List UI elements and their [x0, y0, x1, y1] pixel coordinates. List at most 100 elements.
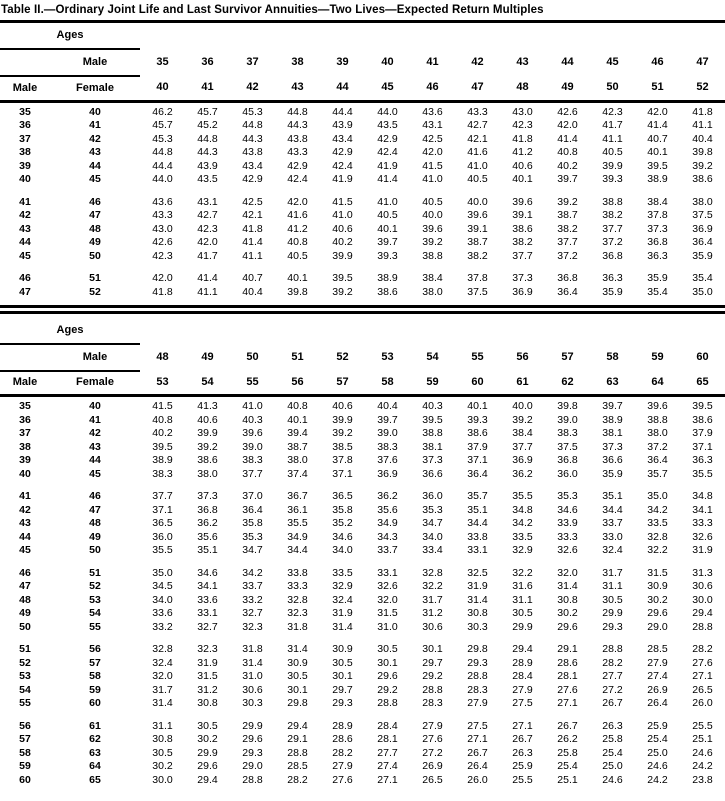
multiple-value: 26.9: [422, 760, 443, 772]
multiple-value: 40.4: [242, 285, 263, 298]
table-row: 50 55 33.2 32.7 32.3 31.8 31.4 31.0 30.6 30.3 29.9…: [0, 620, 725, 634]
multiple-value: 26.0: [692, 697, 713, 709]
multiple-value: 28.1: [377, 733, 398, 745]
multiple-value: 32.8: [647, 530, 668, 543]
multiple-value: 28.2: [332, 746, 353, 759]
female-age-header: 61: [500, 370, 545, 397]
table-row: 44 49 42.6 42.0 41.4 40.8 40.2 39.7 39.2 38.7 38.2…: [0, 236, 725, 250]
multiple-value: 39.6: [242, 427, 263, 439]
multiple-value: 43.9: [332, 119, 353, 131]
table-row: 39 44 44.4 43.9 43.4 42.9 42.4 41.9 41.5 41.0 40.6…: [0, 159, 725, 173]
multiple-value: 33.2: [152, 620, 173, 633]
male-age: 39: [19, 159, 31, 172]
table-row: 41 46 43.6 43.1 42.5 42.0 41.5 41.0 40.5 40.0 39.6…: [0, 195, 725, 209]
table-row: 39 44 38.9 38.6 38.3 38.0 37.8 37.6 37.3 37.1 36.9…: [0, 454, 725, 468]
multiple-value: 38.9: [377, 272, 398, 284]
multiple-value: 40.5: [287, 249, 308, 262]
multiple-value: 38.6: [692, 413, 713, 426]
female-age: 40: [89, 400, 101, 412]
female-age: 65: [89, 773, 101, 786]
multiple-value: 32.2: [512, 566, 533, 579]
multiple-value: 30.5: [287, 670, 308, 682]
multiple-value: 38.9: [647, 173, 668, 185]
multiple-value: 28.4: [512, 670, 533, 682]
ages-header-row: Ages: [0, 23, 725, 50]
multiple-value: 28.8: [422, 683, 443, 696]
multiple-value: 37.2: [602, 236, 623, 248]
multiple-value: 41.1: [692, 119, 713, 131]
multiple-value: 40.1: [512, 173, 533, 185]
table-row: 55 60 31.4 30.8 30.3 29.8 29.3 28.8 28.3 27.9 27.5…: [0, 697, 725, 711]
multiple-value: 34.8: [692, 490, 713, 502]
multiple-value: 29.4: [197, 773, 218, 786]
multiple-value: 37.7: [242, 467, 263, 480]
multiple-value: 27.1: [467, 733, 488, 745]
multiple-value: 36.3: [647, 249, 668, 262]
multiple-value: 24.6: [647, 760, 668, 772]
female-age: 47: [89, 503, 101, 516]
multiple-value: 27.5: [512, 697, 533, 709]
multiple-value: 28.8: [242, 773, 263, 786]
multiple-value: 37.9: [692, 427, 713, 439]
multiple-value: 39.6: [512, 195, 533, 208]
expected-return-table-2: Ages Male 48 49 50 51 52 53 54 55 56 57 58 59 60 Mal…: [0, 317, 725, 787]
multiple-value: 41.5: [152, 400, 173, 412]
male-age-header: 38: [291, 56, 304, 68]
table-row: 43 48 43.0 42.3 41.8 41.2 40.6 40.1 39.6 39.1 38.6…: [0, 222, 725, 236]
multiple-value: 27.7: [602, 670, 623, 682]
multiple-value: 36.8: [557, 454, 578, 466]
multiple-value: 31.9: [197, 656, 218, 669]
multiple-value: 31.7: [602, 566, 623, 579]
multiple-value: 38.8: [647, 413, 668, 426]
male-age-header: 59: [651, 350, 664, 363]
female-age-header: 50: [590, 76, 635, 103]
expected-return-table-1: Ages Male 35 36 37 38 39 40 41 42 43 44 45 46 47 Mal…: [0, 23, 725, 299]
multiple-value: 31.1: [512, 593, 533, 606]
multiple-value: 23.8: [692, 773, 713, 786]
multiple-value: 29.0: [242, 760, 263, 772]
table-row: 40 45 38.3 38.0 37.7 37.4 37.1 36.9 36.6 36.4 36.2…: [0, 467, 725, 481]
table-row: 42 47 37.1 36.8 36.4 36.1 35.8 35.6 35.3 35.1 34.8…: [0, 503, 725, 517]
male-age: 45: [19, 544, 31, 556]
multiple-value: 40.1: [467, 400, 488, 412]
male-ages-row: Male 48 49 50 51 52 53 54 55 56 57 58 59 60: [0, 343, 725, 372]
multiple-value: 33.6: [152, 607, 173, 619]
multiple-value: 25.1: [557, 773, 578, 786]
multiple-value: 33.5: [647, 517, 668, 529]
multiple-value: 30.9: [647, 580, 668, 592]
table-row: 45 50 35.5 35.1 34.7 34.4 34.0 33.7 33.4 33.1 32.9…: [0, 544, 725, 558]
multiple-value: 40.6: [332, 400, 353, 412]
multiple-value: 43.3: [467, 105, 488, 118]
male-ages-row: Male 35 36 37 38 39 40 41 42 43 44 45 46 47: [0, 49, 725, 77]
multiple-value: 24.2: [647, 773, 668, 786]
multiple-value: 43.4: [332, 132, 353, 145]
male-age: 47: [19, 580, 31, 592]
multiple-value: 44.4: [152, 159, 173, 172]
multiple-value: 30.6: [242, 683, 263, 696]
table-row: 52 57 32.4 31.9 31.4 30.9 30.5 30.1 29.7 29.3 28.9…: [0, 656, 725, 670]
multiple-value: 39.9: [332, 413, 353, 426]
female-age-header: 56: [275, 370, 320, 397]
male-age-header: 52: [336, 350, 349, 363]
multiple-value: 37.8: [332, 454, 353, 466]
multiple-value: 25.4: [647, 733, 668, 745]
female-age-header: 49: [545, 76, 590, 103]
multiple-value: 41.7: [602, 119, 623, 131]
table-row: 56 61 31.1 30.5 29.9 29.4 28.9 28.4 27.9 27.5 27.1…: [0, 719, 725, 733]
male-header-spacer: [0, 343, 50, 372]
multiple-value: 39.7: [377, 413, 398, 426]
multiple-value: 35.9: [647, 272, 668, 284]
multiple-value: 30.2: [647, 593, 668, 606]
female-age-header: 44: [320, 76, 365, 103]
multiple-value: 43.1: [197, 195, 218, 208]
multiple-value: 27.9: [422, 719, 443, 732]
table-row: 41 46 37.7 37.3 37.0 36.7 36.5 36.2 36.0 35.7 35.5…: [0, 490, 725, 504]
male-age: 40: [19, 467, 31, 480]
multiple-value: 34.9: [287, 530, 308, 543]
multiple-value: 39.2: [332, 285, 353, 298]
female-age: 55: [89, 620, 101, 633]
multiple-value: 32.8: [152, 643, 173, 655]
multiple-value: 35.0: [692, 285, 713, 298]
multiple-value: 31.5: [197, 670, 218, 682]
female-age: 43: [89, 440, 101, 453]
